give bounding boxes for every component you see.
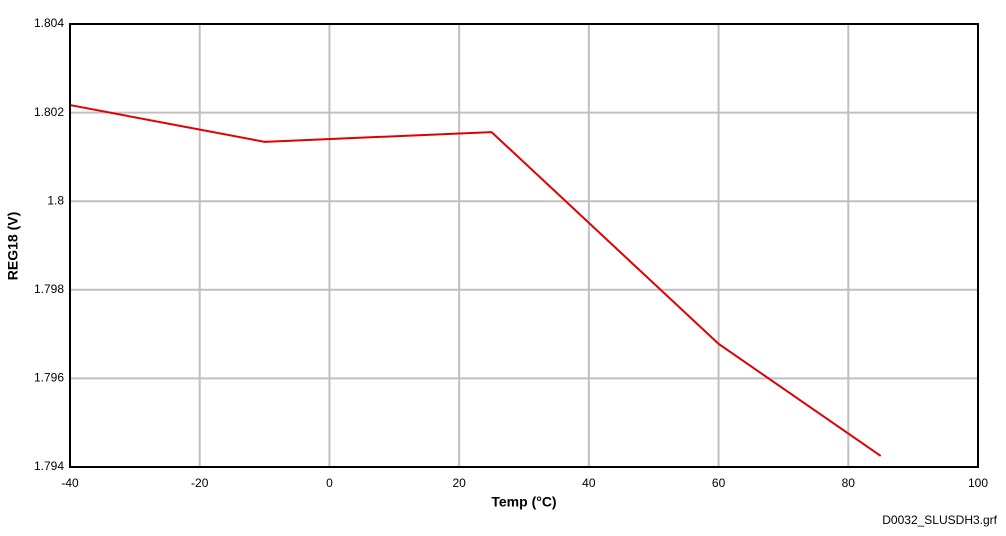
x-tick-label: 100 bbox=[968, 476, 988, 490]
y-tick-label: 1.8 bbox=[47, 193, 64, 207]
x-tick-label: 0 bbox=[326, 476, 333, 490]
y-tick-label: 1.804 bbox=[34, 16, 64, 30]
y-axis-label: REG18 (V) bbox=[5, 212, 21, 280]
footnote: D0032_SLUSDH3.grf bbox=[882, 513, 997, 527]
x-axis-label: Temp (°C) bbox=[491, 494, 556, 510]
y-tick-label: 1.794 bbox=[34, 459, 64, 473]
y-tick-label: 1.802 bbox=[34, 105, 64, 119]
x-tick-label: -20 bbox=[191, 476, 209, 490]
x-tick-label: 60 bbox=[712, 476, 726, 490]
x-tick-label: -40 bbox=[61, 476, 79, 490]
x-tick-label: 20 bbox=[452, 476, 466, 490]
data-line bbox=[69, 104, 882, 457]
x-tick-label: 40 bbox=[582, 476, 596, 490]
plot-border bbox=[69, 23, 979, 468]
y-tick-label: 1.796 bbox=[34, 371, 64, 385]
x-tick-label: 80 bbox=[842, 476, 856, 490]
y-tick-label: 1.798 bbox=[34, 282, 64, 296]
